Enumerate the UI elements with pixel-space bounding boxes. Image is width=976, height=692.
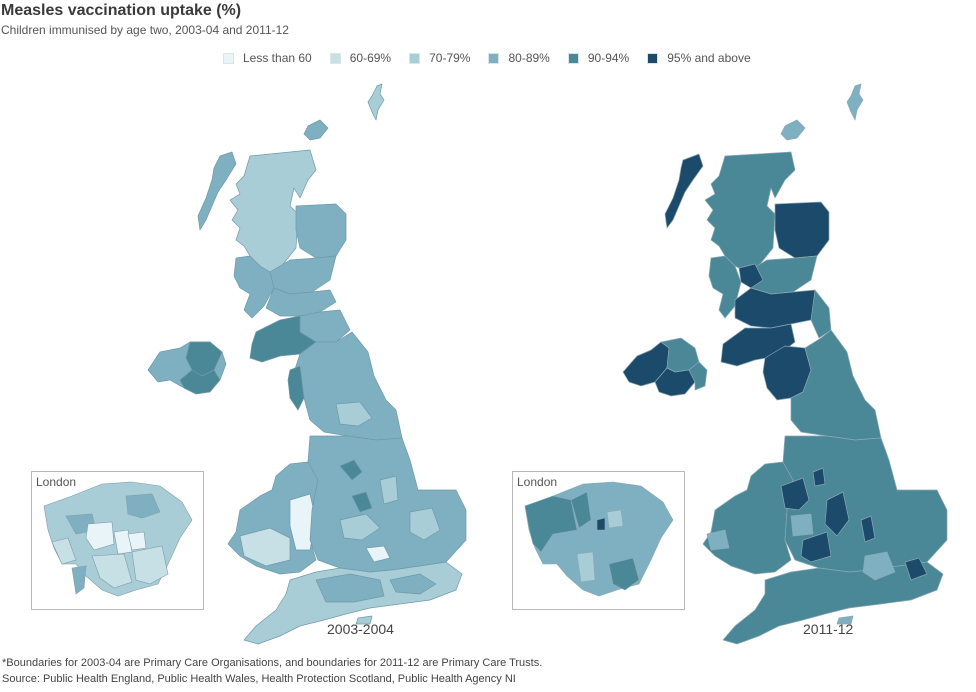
boundaries-footnote: *Boundaries for 2003-04 are Primary Care… xyxy=(2,657,543,669)
legend-item-less-than-60: Less than 60 xyxy=(223,51,312,65)
legend-item-70-79: 70-79% xyxy=(409,51,470,65)
legend-swatch xyxy=(488,52,500,64)
legend-swatch xyxy=(329,52,341,64)
legend-swatch xyxy=(567,52,579,64)
legend-swatch xyxy=(409,52,421,64)
map-caption-2003-2004: 2003-2004 xyxy=(327,621,394,637)
source-footnote: Source: Public Health England, Public He… xyxy=(2,673,516,685)
legend-label: 95% and above xyxy=(667,51,751,65)
london-inset-2003-2004: London xyxy=(31,471,204,610)
map-2011-12 xyxy=(615,80,965,650)
map-caption-2011-12: 2011-12 xyxy=(803,621,854,637)
legend-item-90-94: 90-94% xyxy=(567,51,630,65)
inset-label: London xyxy=(36,475,77,489)
legend-label: 80-89% xyxy=(508,51,550,65)
legend-item-95-above: 95% and above xyxy=(647,51,751,65)
chart-subtitle: Children immunised by age two, 2003-04 a… xyxy=(1,23,289,37)
legend-item-60-69: 60-69% xyxy=(329,51,392,65)
legend-item-80-89: 80-89% xyxy=(488,51,550,65)
inset-label: London xyxy=(517,475,558,489)
chart-title: Measles vaccination uptake (%) xyxy=(1,2,242,19)
legend-label: 60-69% xyxy=(349,51,392,65)
legend-swatch xyxy=(223,52,234,64)
legend-swatch xyxy=(647,52,659,64)
legend-label: 70-79% xyxy=(429,51,471,65)
legend-label: Less than 60 xyxy=(243,51,312,65)
legend: Less than 60 60-69% 70-79% 80-89% 90-94%… xyxy=(223,51,769,65)
map-2003-2004 xyxy=(140,80,490,650)
legend-label: 90-94% xyxy=(587,51,630,65)
london-inset-2011-12: London xyxy=(512,471,685,610)
